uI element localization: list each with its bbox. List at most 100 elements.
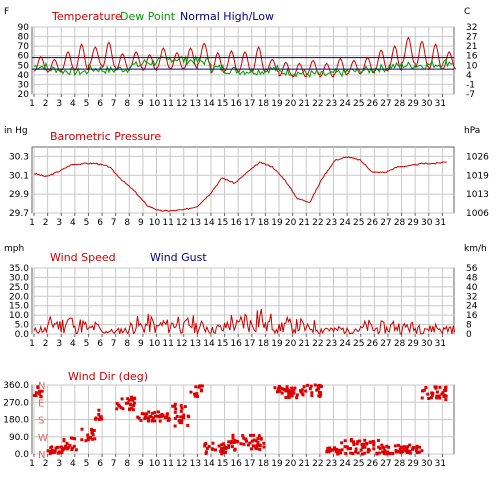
legend-wind-speed: Wind Speed	[50, 251, 116, 264]
y-tick-label: 10.0	[9, 311, 29, 321]
x-tick-label: 18	[258, 99, 270, 109]
x-tick-label: 6	[97, 218, 103, 228]
x-tick-label: 20	[285, 218, 297, 228]
wind-dir-point	[231, 433, 235, 437]
wind-dir-point	[220, 443, 224, 447]
wind-dir-point	[65, 445, 69, 449]
wind-dir-point	[420, 449, 424, 453]
compass-label: E	[38, 398, 44, 409]
wind-dir-point	[204, 450, 208, 454]
wind-dir-point	[241, 434, 245, 438]
wind-dir-point	[290, 386, 294, 390]
chart-title-pressure: Barometric Pressure	[50, 130, 161, 143]
wind-dir-point	[163, 416, 167, 420]
x-tick-label: 24	[339, 459, 351, 469]
wind-dir-point	[92, 429, 96, 432]
wind-dir-point	[286, 389, 290, 393]
legend-wind-gust: Wind Gust	[150, 251, 207, 264]
wind-dir-point	[301, 393, 305, 397]
wind-dir-point	[180, 406, 184, 410]
wind-dir-point	[299, 389, 302, 393]
wind-dir-point	[415, 449, 418, 453]
wind-dir-point	[290, 394, 294, 398]
wind-dir-point	[221, 447, 225, 450]
wind-dir-point	[230, 445, 234, 449]
wind-dir-point	[204, 452, 208, 455]
wind-dir-point	[252, 444, 256, 448]
wind-dir-point	[252, 438, 256, 442]
x-tick-label: 12	[176, 459, 187, 469]
wind-dir-point	[180, 419, 184, 422]
wind-dir-point	[340, 441, 344, 445]
wind-dir-point	[337, 448, 341, 452]
wind-dir-point	[349, 447, 353, 450]
wind-dir-point	[280, 387, 284, 391]
x-tick-label: 31	[435, 459, 446, 469]
wind-dir-point	[219, 449, 223, 453]
x-tick-label: 21	[299, 459, 310, 469]
x-tick-label: 11	[162, 339, 173, 349]
x-tick-label: 4	[70, 218, 76, 228]
x-tick-label: 11	[162, 218, 173, 228]
wind-dir-point	[38, 392, 42, 396]
wind-dir-point	[287, 392, 291, 396]
wind-dir-point	[126, 397, 130, 401]
wind-dir-point	[438, 385, 442, 389]
x-tick-label: 3	[56, 339, 62, 349]
chart-title-wind-dir: Wind Dir (deg)	[68, 370, 148, 383]
wind-dir-point	[167, 416, 171, 420]
right-unit-label: km/h	[464, 244, 487, 254]
wind-dir-point	[273, 386, 277, 390]
y2-tick-label: 32	[466, 23, 477, 33]
right-unit-label: hPa	[464, 126, 480, 136]
wind-dir-point	[115, 407, 119, 411]
x-tick-label: 1	[29, 459, 35, 469]
x-tick-label: 5	[84, 218, 90, 228]
wind-dir-point	[284, 396, 288, 399]
x-tick-label: 14	[203, 339, 215, 349]
wind-dir-point	[262, 441, 266, 445]
y2-tick-label: 0	[466, 330, 472, 340]
y-tick-label: 30	[18, 80, 30, 90]
x-tick-label: 23	[326, 99, 337, 109]
y-tick-label: 270.0	[3, 398, 29, 408]
wind-dir-point	[225, 446, 228, 450]
wind-dir-point	[284, 389, 288, 393]
wind-dir-point	[120, 397, 124, 401]
wind-dir-point	[86, 433, 90, 437]
wind-dir-point	[147, 410, 151, 414]
wind-dir-point	[259, 436, 263, 440]
wind-dir-point	[183, 405, 187, 409]
x-tick-label: 22	[312, 218, 323, 228]
wind-dir-point	[371, 440, 375, 443]
wind-dir-point	[98, 415, 102, 419]
wind-dir-point	[418, 445, 422, 449]
wind-dir-point	[195, 392, 199, 396]
wind-dir-point	[121, 407, 125, 411]
wind-dir-point	[115, 402, 119, 405]
wind-dir-point	[375, 451, 379, 455]
wind-dir-point	[346, 447, 350, 451]
wind-dir-point	[126, 401, 130, 405]
wind-dir-point	[147, 419, 150, 423]
x-tick-label: 9	[138, 218, 144, 228]
wind-dir-point	[344, 451, 348, 455]
wind-dir-point	[422, 388, 426, 392]
x-tick-label: 8	[124, 218, 130, 228]
legend-dew-point: Dew Point	[120, 10, 176, 23]
y-tick-label: 40	[18, 71, 30, 81]
wind-dir-point	[151, 416, 155, 420]
wind-dir-point	[156, 410, 160, 414]
wind-dir-point	[60, 451, 64, 454]
wind-dir-point	[404, 445, 408, 449]
x-tick-label: 19	[271, 459, 283, 469]
wind-dir-point	[69, 436, 73, 440]
legend-normal-high-low: Normal High/Low	[180, 10, 274, 23]
series-temperature-line	[33, 36, 457, 78]
y2-tick-label: -1	[466, 80, 475, 90]
wind-dir-point	[249, 433, 252, 437]
wind-dir-point	[232, 441, 236, 444]
wind-dir-point	[248, 441, 252, 445]
wind-dir-point	[442, 395, 446, 398]
x-tick-label: 30	[421, 339, 433, 349]
